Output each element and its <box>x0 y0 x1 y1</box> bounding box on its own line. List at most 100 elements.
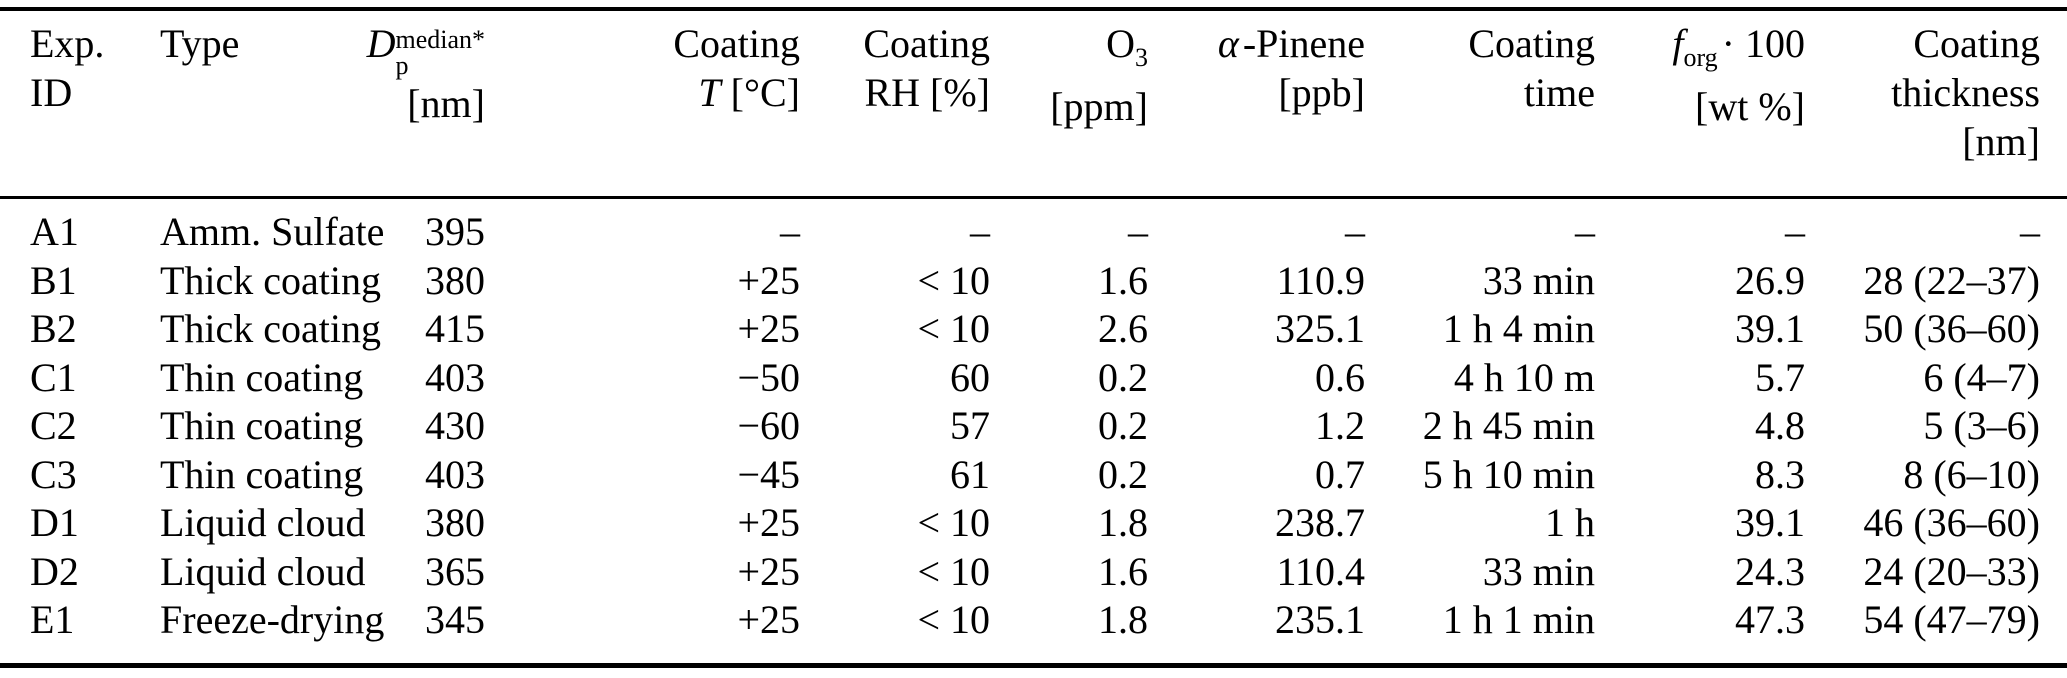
header-text: forg · 100 <box>1672 21 1805 72</box>
cell-coating-thickness: 6 (4–7) <box>1923 354 2040 400</box>
cell-organic-fraction: 8.3 <box>1755 451 1805 497</box>
cell-coating-temperature: −50 <box>737 354 800 400</box>
cell-coating-thickness: 46 (36–60) <box>1863 500 2040 545</box>
cell-alpha-pinene: 110.4 <box>1276 548 1365 594</box>
cell-type: Thin coating <box>160 451 364 497</box>
cell-organic-fraction: 39.1 <box>1735 500 1805 545</box>
cell-dp-median: 403 <box>425 451 485 497</box>
cell-ozone: 1.6 <box>1098 548 1148 594</box>
cell-dp-median: 380 <box>425 500 485 545</box>
cell-dp-median: 345 <box>425 597 485 642</box>
cell-coating-rh: 60 <box>950 354 990 400</box>
cell-coating-thickness: 28 (22–37) <box>1863 257 2040 303</box>
cell-coating-time: – <box>1575 209 1595 254</box>
cell-coating-rh: < 10 <box>917 500 990 545</box>
cell-type: Liquid cloud <box>160 548 366 594</box>
header-unit: [ppm] <box>1050 84 1148 129</box>
cell-dp-median: 380 <box>425 257 485 303</box>
cell-organic-fraction: 26.9 <box>1735 257 1805 303</box>
cell-exp-id: B2 <box>30 306 77 351</box>
col-header-alpha-pinene: α -Pinene [ppb] <box>1148 9 1365 199</box>
header-unit: [nm] <box>407 80 485 126</box>
col-header-coating-time: Coating time <box>1365 9 1595 199</box>
table-row: B1 Thick coating 380 +25 < 10 1.6 110.9 … <box>0 257 2067 306</box>
cell-ozone: 1.8 <box>1098 597 1148 642</box>
cell-exp-id: E1 <box>30 597 75 642</box>
cell-dp-median: 403 <box>425 354 485 400</box>
cell-organic-fraction: 47.3 <box>1735 597 1805 642</box>
cell-ozone: 0.2 <box>1098 451 1148 497</box>
header-text: thickness <box>1891 70 2040 115</box>
cell-ozone: 1.6 <box>1098 257 1148 303</box>
cell-organic-fraction: 39.1 <box>1735 306 1805 351</box>
cell-coating-time: 5 h 10 min <box>1422 451 1595 497</box>
cell-coating-time: 4 h 10 m <box>1453 354 1595 400</box>
cell-exp-id: C1 <box>30 354 77 400</box>
cell-coating-temperature: −45 <box>737 451 800 497</box>
cell-type: Thick coating <box>160 257 382 303</box>
cell-coating-time: 1 h 4 min <box>1442 306 1595 351</box>
cell-coating-thickness: 5 (3–6) <box>1923 403 2040 448</box>
col-header-ozone: O3 [ppm] <box>990 9 1148 199</box>
cell-coating-temperature: – <box>780 209 800 254</box>
supsub-stack: median* p <box>395 24 485 80</box>
cell-coating-thickness: 24 (20–33) <box>1863 548 2040 594</box>
header-text: Coating <box>673 21 800 66</box>
cell-coating-thickness: 54 (47–79) <box>1863 597 2040 642</box>
cell-coating-thickness: – <box>2020 209 2040 254</box>
cell-coating-temperature: +25 <box>737 500 800 545</box>
cell-dp-median: 365 <box>425 548 485 594</box>
cell-type: Freeze-drying <box>160 597 385 642</box>
header-text: α -Pinene <box>1217 21 1365 66</box>
cell-exp-id: C3 <box>30 451 77 497</box>
cell-coating-rh: 61 <box>950 451 990 497</box>
table-row: C1 Thin coating 403 −50 60 0.2 0.6 4 h 1… <box>0 354 2067 403</box>
cell-ozone: 0.2 <box>1098 403 1148 448</box>
header-text: Coating <box>1468 21 1595 66</box>
cell-coating-time: 1 h 1 min <box>1442 597 1595 642</box>
header-text: O3 <box>1106 21 1148 72</box>
col-header-type: Type <box>130 9 355 199</box>
cell-alpha-pinene: 110.9 <box>1276 257 1365 303</box>
cell-organic-fraction: 5.7 <box>1755 354 1805 400</box>
header-text: ID <box>30 70 73 115</box>
cell-coating-time: 33 min <box>1482 548 1595 594</box>
cell-exp-id: C2 <box>30 403 77 448</box>
table-row: E1 Freeze-drying 345 +25 < 10 1.8 235.1 … <box>0 596 2067 665</box>
cell-coating-temperature: +25 <box>737 306 800 351</box>
col-header-coating-rh: Coating RH [%] <box>800 9 990 199</box>
header-text: Exp. <box>30 21 105 66</box>
header-unit: RH [%] <box>864 70 990 115</box>
cell-type: Amm. Sulfate <box>160 209 385 254</box>
cell-exp-id: D2 <box>30 548 79 594</box>
header-unit: [ppb] <box>1278 70 1365 115</box>
cell-coating-rh: < 10 <box>917 257 990 303</box>
cell-alpha-pinene: – <box>1345 209 1365 254</box>
table-row: D1 Liquid cloud 380 +25 < 10 1.8 238.7 1… <box>0 499 2067 548</box>
header-unit: [wt %] <box>1695 84 1805 129</box>
table-row: A1 Amm. Sulfate 395 – – – – – – – <box>0 198 2067 257</box>
cell-organic-fraction: – <box>1785 209 1805 254</box>
cell-type: Thick coating <box>160 306 382 351</box>
cell-exp-id: B1 <box>30 257 77 303</box>
cell-coating-rh: < 10 <box>917 597 990 642</box>
header-text: Coating <box>863 21 990 66</box>
header-text: time <box>1523 70 1595 115</box>
table-row: C2 Thin coating 430 −60 57 0.2 1.2 2 h 4… <box>0 402 2067 451</box>
header-text: Coating <box>1913 21 2040 66</box>
cell-coating-temperature: −60 <box>737 403 800 448</box>
col-header-coating-temperature: Coating T [°C] <box>485 9 800 199</box>
table-row: D2 Liquid cloud 365 +25 < 10 1.6 110.4 3… <box>0 548 2067 597</box>
cell-dp-median: 395 <box>425 209 485 254</box>
cell-ozone: 0.2 <box>1098 354 1148 400</box>
col-header-coating-thickness: Coating thickness [nm] <box>1805 9 2067 199</box>
cell-dp-median: 415 <box>425 306 485 351</box>
header-text: Type <box>160 21 240 66</box>
cell-alpha-pinene: 1.2 <box>1315 403 1365 448</box>
